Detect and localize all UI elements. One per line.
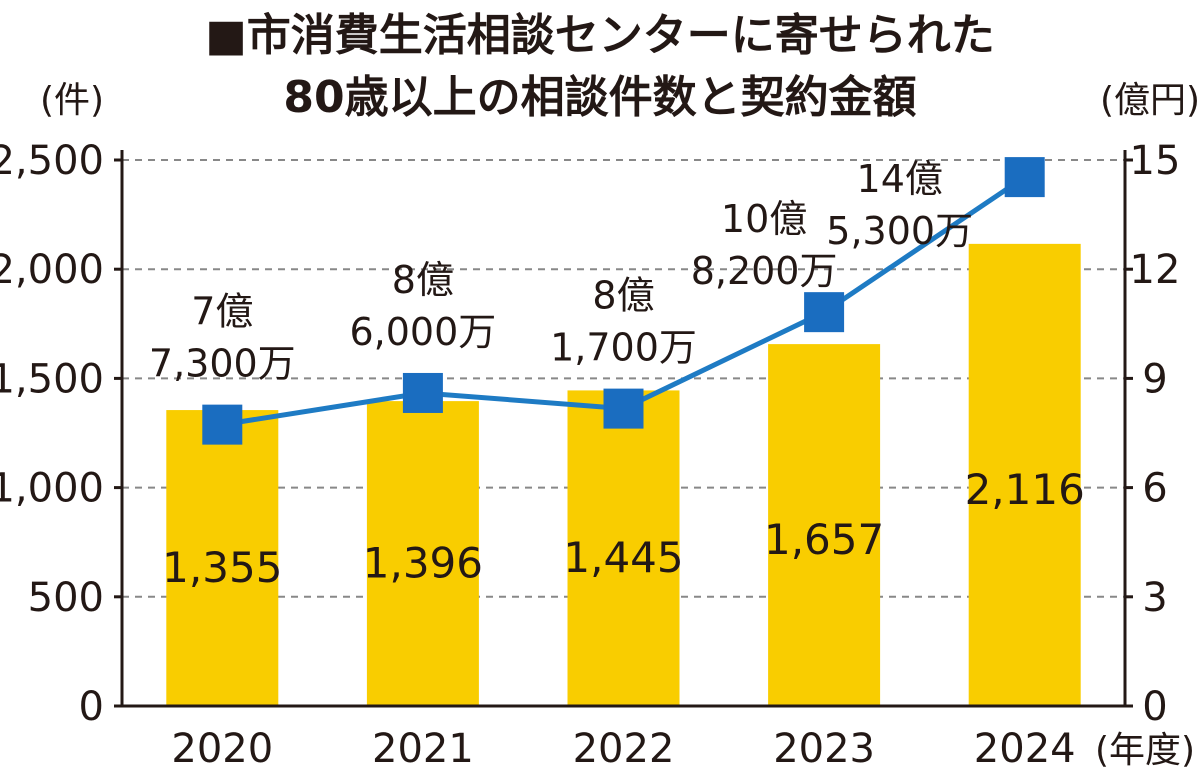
amount-label-line-2: 1,700万: [550, 326, 697, 370]
right-tick-label: 3: [1142, 575, 1167, 621]
amount-marker-2023: [804, 292, 845, 333]
left-tick-label: 0: [79, 684, 104, 730]
bar-2021: [366, 401, 479, 706]
left-tick-label: 500: [28, 575, 104, 621]
amount-label-line-2: 5,300万: [826, 209, 973, 253]
right-tick-label: 15: [1130, 138, 1181, 184]
bar-value-label: 1,355: [162, 543, 282, 592]
bar-2023: [768, 344, 881, 706]
x-tick-label: 2020: [171, 726, 273, 772]
left-tick-label: 2,000: [0, 247, 104, 293]
x-tick-label: 2024: [974, 726, 1076, 772]
amount-label-line-2: 8,200万: [691, 249, 838, 293]
amount-marker-2020: [202, 404, 243, 445]
bar-2020: [166, 410, 279, 706]
left-tick-label: 1,500: [0, 356, 104, 402]
left-tick-label: 2,500: [0, 138, 104, 184]
chart-title-line-2: 80歳以上の相談件数と契約金額: [283, 72, 916, 123]
amount-label-line-1: 8億: [392, 258, 454, 302]
bar-2024: [968, 243, 1081, 706]
x-tick-label: 2023: [773, 726, 875, 772]
left-axis-unit: (件): [40, 80, 104, 121]
x-tick-label: 2021: [372, 726, 474, 772]
amount-label-line-2: 6,000万: [350, 310, 497, 354]
left-tick-label: 1,000: [0, 466, 104, 512]
bar-value-label: 1,445: [563, 533, 683, 582]
right-axis-unit: (億円): [1100, 80, 1200, 121]
bar-2022: [567, 390, 680, 706]
chart-title-line-1: ■市消費生活相談センターに寄せられた: [205, 10, 995, 61]
right-tick-label: 6: [1142, 466, 1167, 512]
bar-value-label: 1,396: [363, 539, 483, 588]
right-tick-label: 9: [1142, 356, 1167, 402]
bar-value-label: 2,116: [965, 465, 1085, 514]
amount-marker-2024: [1004, 157, 1045, 198]
amount-label-line-1: 8億: [592, 274, 654, 318]
bar-value-label: 1,657: [764, 515, 884, 564]
x-axis-unit: (年度): [1095, 730, 1195, 771]
x-tick-label: 2022: [573, 726, 675, 772]
right-tick-label: 12: [1130, 247, 1181, 293]
right-tick-label: 0: [1142, 684, 1167, 730]
amount-label-line-1: 14億: [857, 157, 943, 201]
amount-label-line-1: 7億: [191, 290, 253, 334]
amount-marker-2022: [603, 388, 644, 429]
amount-label-line-1: 10億: [721, 197, 807, 241]
amount-label-line-2: 7,300万: [149, 342, 296, 386]
amount-marker-2021: [402, 372, 443, 413]
